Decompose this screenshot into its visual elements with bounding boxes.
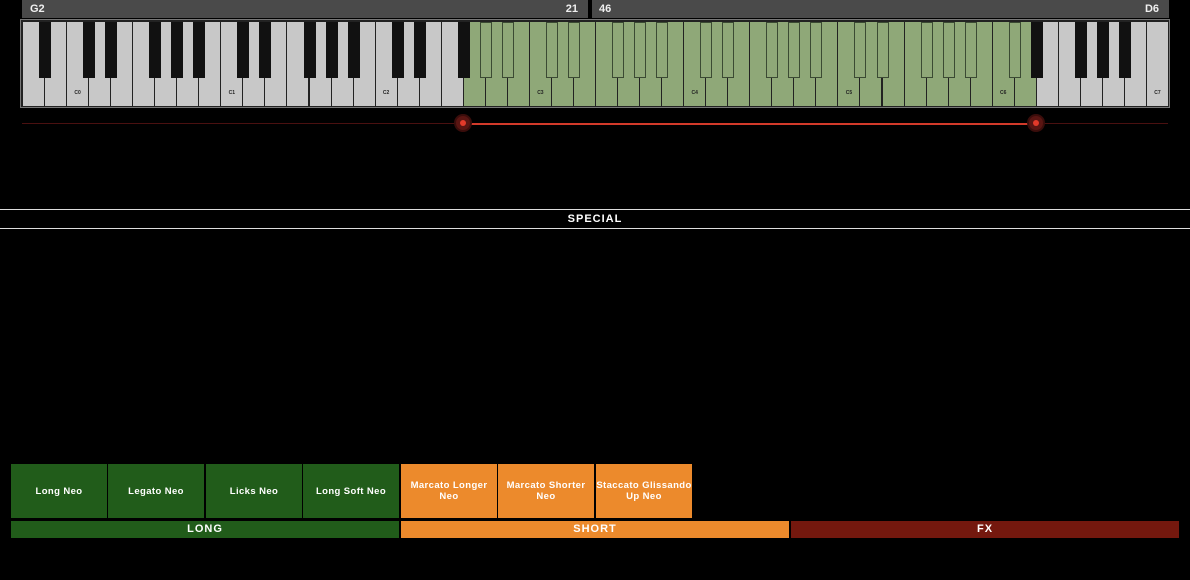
- black-key[interactable]: [259, 22, 272, 78]
- category-fx[interactable]: FX: [791, 521, 1179, 538]
- black-key[interactable]: [788, 22, 801, 78]
- articulation-staccato-glissando-up-neo[interactable]: Staccato Glissando Up Neo: [596, 464, 692, 518]
- black-key[interactable]: [171, 22, 184, 78]
- range-low-bar: G2 21: [22, 0, 588, 18]
- black-key[interactable]: [920, 22, 933, 78]
- black-key[interactable]: [876, 22, 889, 78]
- articulation-licks-neo[interactable]: Licks Neo: [206, 464, 302, 518]
- black-key[interactable]: [1074, 22, 1087, 78]
- articulation-long-soft-neo[interactable]: Long Soft Neo: [303, 464, 399, 518]
- black-key[interactable]: [766, 22, 779, 78]
- octave-label: C7: [1154, 90, 1161, 96]
- white-key[interactable]: C7: [1146, 22, 1169, 106]
- articulation-long-neo[interactable]: Long Neo: [11, 464, 107, 518]
- octave-label: C3: [537, 90, 544, 96]
- black-key[interactable]: [700, 22, 713, 78]
- black-key[interactable]: [612, 22, 625, 78]
- range-high-bar: 46 D6: [592, 0, 1169, 18]
- black-key[interactable]: [303, 22, 316, 78]
- black-key[interactable]: [656, 22, 669, 78]
- section-title-special: SPECIAL: [0, 209, 1190, 229]
- piano-keyboard[interactable]: C0 C1 C2 C3 C4 C5 C6 C7: [20, 19, 1170, 108]
- range-slider-fill: [463, 123, 1036, 125]
- range-high-handle[interactable]: [1027, 114, 1045, 132]
- octave-label: C0: [74, 90, 81, 96]
- black-key[interactable]: [391, 22, 404, 78]
- articulation-marcato-shorter-neo[interactable]: Marcato Shorter Neo: [498, 464, 594, 518]
- black-key[interactable]: [39, 22, 52, 78]
- black-key[interactable]: [964, 22, 977, 78]
- black-key[interactable]: [942, 22, 955, 78]
- black-key[interactable]: [413, 22, 426, 78]
- black-key[interactable]: [325, 22, 338, 78]
- black-key[interactable]: [545, 22, 558, 78]
- black-key[interactable]: [237, 22, 250, 78]
- black-key[interactable]: [567, 22, 580, 78]
- category-short[interactable]: SHORT: [401, 521, 789, 538]
- black-key[interactable]: [347, 22, 360, 78]
- black-key[interactable]: [193, 22, 206, 78]
- black-key[interactable]: [634, 22, 647, 78]
- range-high-value[interactable]: 46: [599, 3, 612, 15]
- octave-label: C4: [691, 90, 698, 96]
- black-key[interactable]: [1118, 22, 1131, 78]
- range-low-value[interactable]: 21: [565, 3, 578, 15]
- octave-label: C1: [228, 90, 236, 96]
- black-key[interactable]: [854, 22, 867, 78]
- black-key[interactable]: [1008, 22, 1021, 78]
- articulation-legato-neo[interactable]: Legato Neo: [108, 464, 204, 518]
- octave-label: C5: [845, 90, 853, 96]
- black-key[interactable]: [479, 22, 492, 78]
- black-key[interactable]: [1030, 22, 1043, 78]
- black-key[interactable]: [1096, 22, 1109, 78]
- black-key[interactable]: [501, 22, 514, 78]
- articulation-marcato-longer-neo[interactable]: Marcato Longer Neo: [401, 464, 497, 518]
- octave-label: C2: [382, 90, 390, 96]
- range-low-note: G2: [30, 3, 45, 15]
- category-long[interactable]: LONG: [11, 521, 399, 538]
- octave-label: C6: [1000, 90, 1007, 96]
- black-key[interactable]: [83, 22, 96, 78]
- black-key[interactable]: [457, 22, 470, 78]
- range-high-note: D6: [1144, 3, 1159, 15]
- range-low-handle[interactable]: [454, 114, 472, 132]
- black-key[interactable]: [722, 22, 735, 78]
- black-key[interactable]: [105, 22, 118, 78]
- black-key[interactable]: [810, 22, 823, 78]
- black-key[interactable]: [149, 22, 162, 78]
